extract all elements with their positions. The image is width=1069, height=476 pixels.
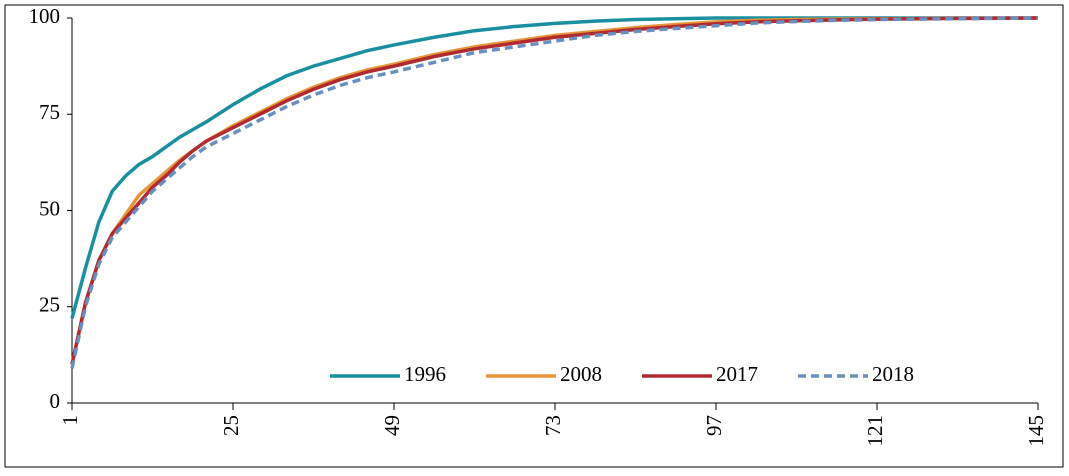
- x-tick-label: 49: [380, 415, 404, 436]
- y-tick-label: 50: [39, 196, 60, 220]
- y-tick-label: 25: [39, 293, 60, 317]
- x-tick-label: 121: [863, 415, 887, 447]
- x-tick-label: 1: [58, 415, 82, 426]
- x-tick-label: 73: [541, 415, 565, 436]
- series-line: [70, 16, 1038, 319]
- series-line: [70, 16, 1039, 365]
- x-tick-label: 97: [702, 415, 726, 436]
- series-line: [70, 16, 1039, 369]
- legend-label: 1996: [404, 362, 446, 386]
- y-tick-label: 0: [50, 389, 61, 413]
- legend-label: 2018: [872, 362, 914, 386]
- chart-border: [4, 4, 1064, 468]
- legend-label: 2017: [716, 362, 758, 386]
- y-tick-label: 100: [29, 4, 61, 28]
- x-tick-label: 25: [219, 415, 243, 436]
- x-tick-label: 145: [1024, 415, 1048, 447]
- legend-label: 2008: [560, 362, 602, 386]
- y-tick-label: 75: [39, 100, 60, 124]
